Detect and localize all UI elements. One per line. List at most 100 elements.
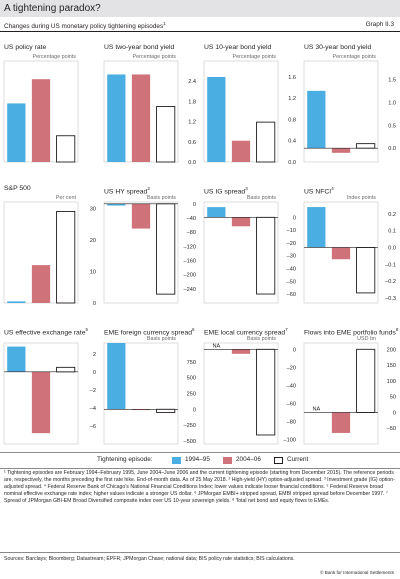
bar-current: [356, 143, 376, 149]
bar-2004-06: [231, 140, 251, 162]
legend-rule-bottom: [0, 468, 400, 469]
y-tick-label: 2.4: [188, 79, 196, 85]
y-tick-label: 0.1: [388, 229, 396, 235]
copyright: © Bank for International Settlements: [320, 570, 394, 575]
legend-swatch-current: [274, 457, 283, 464]
bar-1994-95: [7, 103, 26, 162]
y-tick-label: –200: [184, 273, 196, 279]
bar-1994-95: [307, 207, 326, 248]
bar-1994-95: [107, 343, 126, 410]
y-tick-label: 0.0: [388, 146, 396, 152]
bar-2004-06: [331, 247, 351, 260]
bar-1994-95: [207, 76, 226, 162]
y-tick-label: 100: [387, 379, 396, 385]
bar-current: [56, 366, 76, 373]
y-tick-label: 0.5: [388, 123, 396, 129]
y-tick-label: –20: [287, 365, 296, 371]
y-tick-label: –0.1: [385, 262, 396, 268]
panel-plot: 0 –20 –40 –60 –80 –100 NA: [203, 342, 296, 445]
panel-title: US IG spread3: [204, 186, 248, 196]
plot-frame: [103, 201, 179, 304]
bar-2004-06: [331, 412, 351, 433]
bar-1994-95: [7, 346, 26, 372]
footnotes: ¹ Tightening episodes are February 1994–…: [4, 470, 395, 505]
panel-plot: 1.6 1.2 0.8 0.4 0.0: [203, 60, 296, 166]
y-tick-label: –40: [287, 266, 296, 272]
y-tick-label: –50: [287, 279, 296, 285]
y-tick-label: 0.4: [288, 139, 296, 145]
panel-unit: Percentage points: [232, 54, 276, 60]
plot-frame: [203, 342, 279, 445]
panel-unit: Percentage points: [32, 54, 76, 60]
y-tick-label: –20: [287, 241, 296, 247]
graph-id: Graph II.3: [365, 21, 394, 28]
bar-current: [156, 106, 176, 163]
plot-frame: [303, 60, 379, 163]
y-tick-label: 0: [93, 370, 96, 376]
y-tick-label: 0: [393, 410, 396, 416]
panel-title: EME foreign currency spread6: [104, 327, 195, 337]
bar-2004-06: [131, 74, 151, 162]
y-tick-label: 2: [93, 352, 96, 358]
panel-unit: Per cent: [55, 195, 76, 201]
y-tick-label: 0: [293, 215, 296, 221]
legend-swatch-1994: [172, 457, 181, 464]
header-rule: [0, 31, 400, 32]
bar-current: [256, 121, 276, 163]
legend-label-current: Current: [287, 456, 309, 463]
y-tick-label: –30: [287, 254, 296, 260]
panel-plot: 30 20 10 0: [3, 201, 96, 307]
y-tick-label: 1.5: [388, 77, 396, 83]
bar-current: [156, 203, 176, 295]
y-tick-label: –500: [184, 439, 196, 445]
y-tick-label: –40: [187, 216, 196, 222]
legend-title: Tightening episode:: [97, 456, 153, 463]
panel-unit: Basis points: [246, 195, 276, 201]
y-tick-label: 150: [387, 363, 396, 369]
y-tick-label: 10: [90, 269, 96, 275]
panel-plot: 750 500 250 0 –250 –500: [103, 342, 196, 445]
y-tick-label: 1.0: [388, 100, 396, 106]
y-tick-label: 1.8: [188, 99, 196, 105]
panel-title: US policy rate: [4, 44, 47, 51]
y-tick-label: 0: [293, 347, 296, 353]
y-tick-label: 0.0: [188, 160, 196, 166]
y-tick-label: 0.6: [188, 140, 196, 146]
bar-current: [156, 408, 176, 413]
panel-plot: 2.4 1.8 1.2 0.6 0.0: [103, 60, 196, 166]
bar-current: [256, 348, 276, 436]
y-tick-label: 0.0: [388, 245, 396, 251]
legend-label-2004: 2004–06: [236, 456, 261, 463]
y-tick-label: 200: [387, 347, 396, 353]
bar-1994-95: [307, 90, 326, 149]
bar-current: [356, 348, 376, 413]
panel-title: EME local currency spread7: [204, 327, 288, 337]
y-tick-label: 0.0: [288, 160, 296, 166]
plot-frame: [203, 201, 279, 304]
bar-2004-06: [231, 217, 251, 227]
panel-title: US NFCI4: [304, 186, 334, 196]
y-tick-label: –4: [90, 406, 96, 412]
bar-2004-06: [131, 409, 151, 411]
panel-unit: Percentage points: [332, 54, 376, 60]
bar-2004-06: [231, 349, 251, 354]
y-tick-label: –40: [287, 383, 296, 389]
y-tick-label: –60: [287, 292, 296, 298]
bar-1994-95: [207, 207, 226, 218]
bar-2004-06: [31, 265, 51, 303]
y-tick-label: 0: [193, 202, 196, 208]
y-tick-label: –240: [184, 287, 196, 293]
y-tick-label: –80: [187, 230, 196, 236]
legend-rule-top: [0, 452, 400, 453]
y-tick-label: –2: [90, 388, 96, 394]
panel-plot: 200 150 100 50 0 –50 NA: [303, 342, 396, 445]
bar-2004-06: [31, 371, 51, 434]
plot-frame: [103, 342, 179, 445]
legend-swatch-2004: [223, 457, 232, 464]
panel-title: Flows into EME portfolio funds8: [304, 327, 399, 337]
y-tick-label: –100: [284, 437, 296, 443]
sources: Sources: Barclays; Bloomberg; Datastream…: [4, 556, 295, 562]
panel-unit: Basis points: [146, 336, 176, 342]
bar-2004-06: [31, 79, 51, 162]
y-tick-label: –80: [287, 419, 296, 425]
